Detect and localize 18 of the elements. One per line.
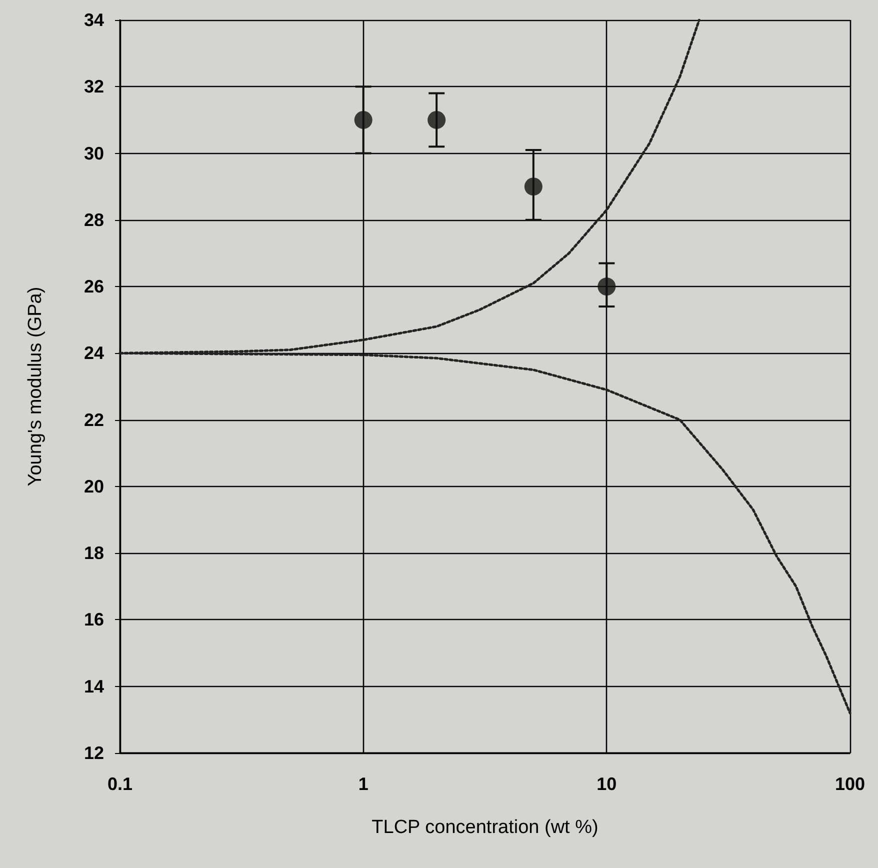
y-tick-label: 16 [84, 610, 104, 630]
y-tick-label: 30 [84, 143, 104, 164]
x-tick-label: 0.1 [107, 774, 133, 794]
x-axis-title: TLCP concentration (wt %) [372, 817, 598, 838]
y-tick-label: 34 [84, 10, 104, 30]
y-tick-label: 20 [84, 476, 104, 496]
x-tick-label: 1 [358, 774, 368, 794]
y-tick-label: 14 [84, 676, 104, 696]
x-tick-label: 100 [834, 774, 866, 794]
y-tick-label: 12 [84, 743, 104, 763]
y-tick-label: 26 [84, 276, 104, 297]
y-tick-label: 28 [84, 210, 104, 230]
y-tick-label: 32 [84, 76, 104, 97]
y-tick-label: 18 [84, 543, 104, 564]
y-tick-label: 22 [84, 410, 104, 430]
y-tick-label: 24 [84, 343, 104, 364]
x-tick-label: 10 [596, 774, 617, 794]
y-axis-title: Young's modulus (GPa) [25, 286, 46, 486]
